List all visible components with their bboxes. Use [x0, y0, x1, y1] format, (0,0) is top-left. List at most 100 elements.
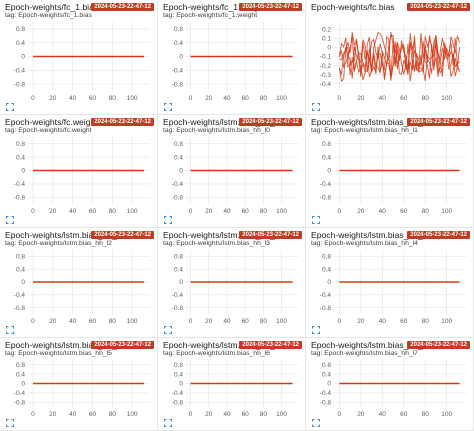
- y-tick-label: 0.8: [322, 362, 331, 369]
- expand-icon[interactable]: [6, 419, 14, 427]
- x-tick-label: 100: [441, 318, 452, 325]
- y-tick-label: 0.2: [322, 26, 331, 33]
- chart-card[interactable]: Epoch-weights/fc.weight tag: Epoch-weight…: [0, 115, 158, 228]
- card-title: Epoch-weights/fc.bias: [311, 2, 395, 12]
- x-tick-label: 40: [379, 411, 387, 418]
- x-tick-label: 100: [441, 95, 452, 102]
- run-badge: 2024-05-23-22-47-12: [407, 3, 470, 11]
- x-tick-label: 20: [49, 95, 57, 102]
- x-tick-label: 0: [338, 318, 342, 325]
- chart-card[interactable]: Epoch-weights/fc_1.bias tag: Epoch-weight…: [0, 0, 158, 115]
- run-badge: 2024-05-23-22-47-12: [407, 118, 470, 126]
- chart-plot: 0.8 0.4 0 -0.4 -0.8 0 20 40 60 80 100: [320, 250, 466, 325]
- y-tick-label: 0.8: [16, 254, 25, 261]
- x-tick-label: 0: [189, 208, 193, 215]
- x-tick-label: 40: [69, 95, 77, 102]
- chart-card[interactable]: Epoch-weights/lstm.bias_hh_l3 tag: Epoch-…: [158, 228, 306, 338]
- x-tick-label: 0: [338, 411, 342, 418]
- x-tick-label: 80: [109, 411, 117, 418]
- expand-icon[interactable]: [312, 216, 320, 224]
- y-tick-label: -0.4: [320, 292, 332, 299]
- x-tick-label: 80: [260, 318, 268, 325]
- y-tick-label: 0.4: [174, 266, 183, 273]
- y-tick-label: -0.4: [320, 181, 332, 188]
- card-title: Epoch-weights/lstm.bias_hh_l2: [5, 230, 124, 240]
- x-tick-label: 80: [422, 318, 430, 325]
- y-tick-label: 0.8: [174, 26, 183, 33]
- x-tick-label: 40: [379, 318, 387, 325]
- expand-icon[interactable]: [312, 419, 320, 427]
- x-tick-label: 100: [276, 208, 287, 215]
- expand-icon[interactable]: [6, 216, 14, 224]
- card-title: Epoch-weights/lstm.bias_hh_l1: [311, 117, 430, 127]
- chart-plot: 0.8 0.4 0 -0.4 -0.8 0 20 40 60 80 100: [320, 360, 466, 418]
- x-tick-label: 0: [31, 411, 35, 418]
- card-tag: tag: Epoch-weights/fc_1.bias: [5, 12, 92, 19]
- card-title: Epoch-weights/lstm.bias_hh_l0: [163, 117, 282, 127]
- run-badge: 2024-05-23-22-47-12: [239, 231, 302, 239]
- y-tick-label: 0: [179, 279, 183, 286]
- y-tick-label: 0.4: [322, 266, 331, 273]
- x-tick-label: 60: [400, 411, 408, 418]
- card-tag: tag: Epoch-weights/fc.weight: [5, 127, 92, 134]
- chart-card[interactable]: Epoch-weights/fc.bias 2024-05-23-22-47-12…: [306, 0, 474, 115]
- chart-plot: 0.8 0.4 0 -0.4 -0.8 0 20 40 60 80 100: [14, 22, 150, 102]
- expand-icon[interactable]: [164, 103, 172, 111]
- x-tick-label: 40: [69, 411, 77, 418]
- chart-card[interactable]: Epoch-weights/lstm.bias_hh_l2 tag: Epoch-…: [0, 228, 158, 338]
- chart-card[interactable]: Epoch-weights/fc_1.weight tag: Epoch-weig…: [158, 0, 306, 115]
- x-tick-label: 60: [242, 95, 250, 102]
- run-badge: 2024-05-23-22-47-12: [407, 341, 470, 349]
- x-tick-label: 20: [205, 411, 213, 418]
- chart-card[interactable]: Epoch-weights/lstm.bias_hh_l7 tag: Epoch-…: [306, 338, 474, 431]
- x-tick-label: 20: [357, 95, 365, 102]
- expand-icon[interactable]: [164, 216, 172, 224]
- y-tick-label: 0.4: [16, 40, 25, 47]
- y-tick-label: 0: [179, 168, 183, 175]
- y-tick-label: -0.8: [14, 195, 26, 202]
- expand-icon[interactable]: [164, 419, 172, 427]
- y-tick-label: 0.8: [322, 254, 331, 261]
- x-tick-label: 60: [89, 411, 97, 418]
- expand-icon[interactable]: [6, 103, 14, 111]
- y-tick-label: 0.8: [322, 141, 331, 148]
- card-tag: tag: Epoch-weights/lstm.bias_hh_l0: [163, 127, 270, 134]
- x-tick-label: 80: [260, 208, 268, 215]
- expand-icon[interactable]: [164, 326, 172, 334]
- chart-plot: 0.8 0.4 0 -0.4 -0.8 0 20 40 60 80 100: [14, 360, 150, 418]
- expand-icon[interactable]: [6, 326, 14, 334]
- x-tick-label: 80: [109, 208, 117, 215]
- y-tick-label: -0.4: [172, 292, 184, 299]
- x-tick-label: 60: [242, 208, 250, 215]
- x-tick-label: 80: [422, 208, 430, 215]
- x-tick-label: 80: [422, 95, 430, 102]
- y-tick-label: 0.4: [174, 40, 183, 47]
- chart-card[interactable]: Epoch-weights/lstm.bias_hh_l5 tag: Epoch-…: [0, 338, 158, 431]
- expand-icon[interactable]: [312, 326, 320, 334]
- chart-card[interactable]: Epoch-weights/lstm.bias_hh_l6 tag: Epoch-…: [158, 338, 306, 431]
- chart-card[interactable]: Epoch-weights/lstm.bias_hh_l0 tag: Epoch-…: [158, 115, 306, 228]
- y-tick-label: -0.4: [320, 390, 332, 397]
- chart-card[interactable]: Epoch-weights/lstm.bias_hh_l1 tag: Epoch-…: [306, 115, 474, 228]
- run-badge: 2024-05-23-22-47-12: [91, 231, 154, 239]
- y-tick-label: 0: [179, 54, 183, 61]
- card-tag: tag: Epoch-weights/fc_1.weight: [163, 12, 258, 19]
- x-tick-label: 40: [223, 318, 231, 325]
- card-tag: tag: Epoch-weights/lstm.bias_hh_l4: [311, 240, 418, 247]
- card-tag: tag: Epoch-weights/lstm.bias_hh_l2: [5, 240, 112, 247]
- y-tick-label: -0.4: [14, 390, 26, 397]
- x-tick-label: 100: [127, 318, 138, 325]
- y-tick-label: 0.4: [174, 371, 183, 378]
- y-tick-label: -0.4: [14, 292, 26, 299]
- y-tick-label: -0.8: [14, 400, 26, 407]
- expand-icon[interactable]: [312, 103, 320, 111]
- x-tick-label: 0: [189, 411, 193, 418]
- y-tick-label: -0.8: [172, 305, 184, 312]
- x-tick-label: 0: [31, 208, 35, 215]
- chart-plot: 0.8 0.4 0 -0.4 -0.8 0 20 40 60 80 100: [172, 22, 298, 102]
- x-tick-label: 20: [205, 318, 213, 325]
- run-badge: 2024-05-23-22-47-12: [91, 3, 154, 11]
- x-tick-label: 20: [357, 208, 365, 215]
- y-tick-label: 0.4: [16, 154, 25, 161]
- chart-card[interactable]: Epoch-weights/lstm.bias_hh_l4 tag: Epoch-…: [306, 228, 474, 338]
